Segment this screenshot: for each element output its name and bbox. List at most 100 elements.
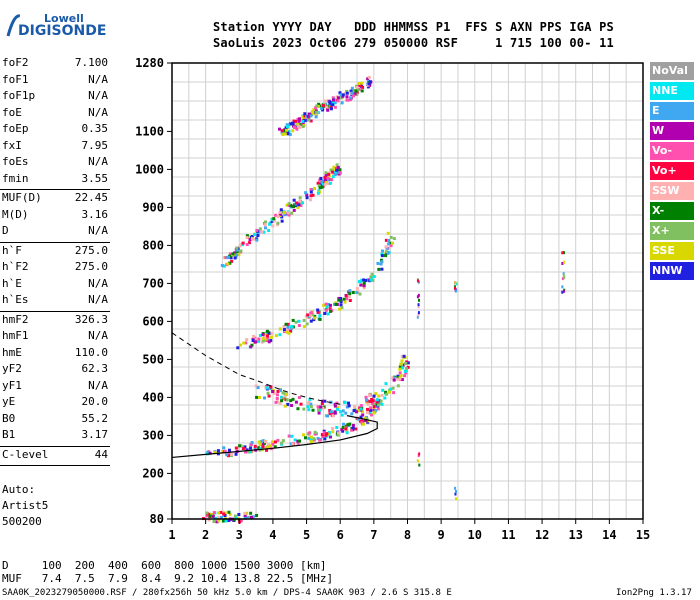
echo-point: [252, 334, 256, 338]
echo-point: [302, 318, 306, 322]
echo-point: [223, 511, 227, 515]
echo-point: [288, 122, 292, 126]
echo-point: [561, 285, 564, 289]
echo-point: [253, 444, 257, 448]
echo-point: [328, 181, 332, 185]
param-row: h`Es N/A: [0, 293, 112, 310]
echo-point: [369, 278, 373, 282]
echo-point: [310, 440, 314, 444]
echo-point: [327, 302, 331, 306]
echo-point: [249, 345, 253, 349]
echo-point: [296, 439, 300, 443]
echo-point: [339, 303, 343, 307]
y-tick-label: 80: [150, 512, 164, 526]
echo-point: [213, 516, 217, 520]
echo-point: [375, 402, 379, 406]
param-key: foEs: [2, 155, 29, 168]
legend-item: Vo-: [650, 142, 694, 160]
echo-point: [289, 329, 293, 333]
echo-point: [318, 178, 322, 182]
param-key: yF1: [2, 378, 22, 392]
echo-point: [324, 181, 328, 185]
echo-point: [247, 241, 251, 245]
echo-point: [362, 286, 366, 290]
echo-point: [226, 256, 230, 260]
echo-point: [387, 239, 391, 243]
echo-point: [248, 235, 252, 239]
echo-point: [392, 378, 396, 382]
echo-point: [255, 228, 259, 232]
legend-item: SSW: [650, 182, 694, 200]
echo-point: [563, 260, 566, 264]
echo-point: [347, 404, 351, 408]
echo-point: [327, 182, 331, 186]
echo-point: [368, 411, 372, 415]
echo-point: [353, 92, 357, 96]
echo-point: [307, 112, 311, 116]
echo-point: [287, 130, 291, 134]
param-key: fxI: [2, 138, 22, 152]
echo-point: [367, 82, 371, 86]
param-value: 7.95: [81, 138, 109, 152]
echo-point: [286, 123, 290, 127]
echo-point: [298, 199, 302, 203]
echo-point: [338, 91, 342, 95]
echo-point: [389, 235, 393, 239]
echo-point: [317, 411, 321, 415]
echo-point: [326, 312, 330, 316]
param-key: MUF(D): [2, 191, 42, 204]
echo-point: [225, 453, 229, 457]
echo-point: [380, 267, 384, 271]
legend-item: E: [650, 102, 694, 120]
echo-point: [288, 132, 292, 136]
echo-point: [244, 341, 248, 345]
echo-point: [245, 236, 249, 240]
echo-point: [380, 260, 384, 264]
echo-point: [296, 122, 300, 126]
y-tick-label: 900: [142, 200, 164, 214]
echo-point: [368, 80, 372, 84]
echo-point: [309, 438, 313, 442]
echo-point: [256, 234, 260, 238]
echo-point: [313, 314, 317, 318]
echo-point: [398, 367, 402, 371]
echo-point: [221, 449, 225, 453]
echo-point: [418, 452, 421, 456]
echo-point: [220, 515, 224, 519]
echo-point: [333, 411, 337, 415]
header-line-2: SaoLuis 2023 Oct06 279 050000 RSF 1 715 …: [213, 36, 614, 50]
echo-point: [333, 302, 337, 306]
echo-point: [380, 402, 384, 406]
echo-point: [292, 126, 296, 130]
echo-point: [297, 117, 301, 121]
echo-point: [322, 431, 326, 435]
echo-point: [237, 253, 241, 257]
echo-point: [348, 292, 352, 296]
echo-point: [253, 446, 257, 450]
echo-point: [390, 241, 394, 245]
echo-point: [380, 393, 384, 397]
echo-point: [221, 519, 225, 523]
echo-point: [369, 399, 373, 403]
echo-point: [381, 249, 385, 253]
echo-point: [263, 441, 267, 445]
echo-point: [333, 402, 337, 406]
echo-point: [278, 210, 282, 214]
param-group-muf: MUF(D) 22.45 M(D) 3.16 D N/A: [0, 191, 112, 241]
echo-point: [309, 187, 313, 191]
echo-point: [317, 111, 321, 115]
echo-point: [306, 313, 310, 317]
y-tick-label: 200: [142, 466, 164, 480]
echo-point: [386, 251, 390, 255]
echo-point: [328, 408, 332, 412]
echo-point: [286, 402, 290, 406]
echo-point: [333, 404, 337, 408]
echo-point: [298, 439, 302, 443]
echo-point: [416, 459, 419, 463]
echo-point: [400, 359, 404, 363]
echo-point: [325, 432, 329, 436]
echo-point: [348, 422, 352, 426]
echo-point: [212, 511, 216, 515]
echo-point: [278, 127, 282, 131]
echo-point: [322, 303, 326, 307]
